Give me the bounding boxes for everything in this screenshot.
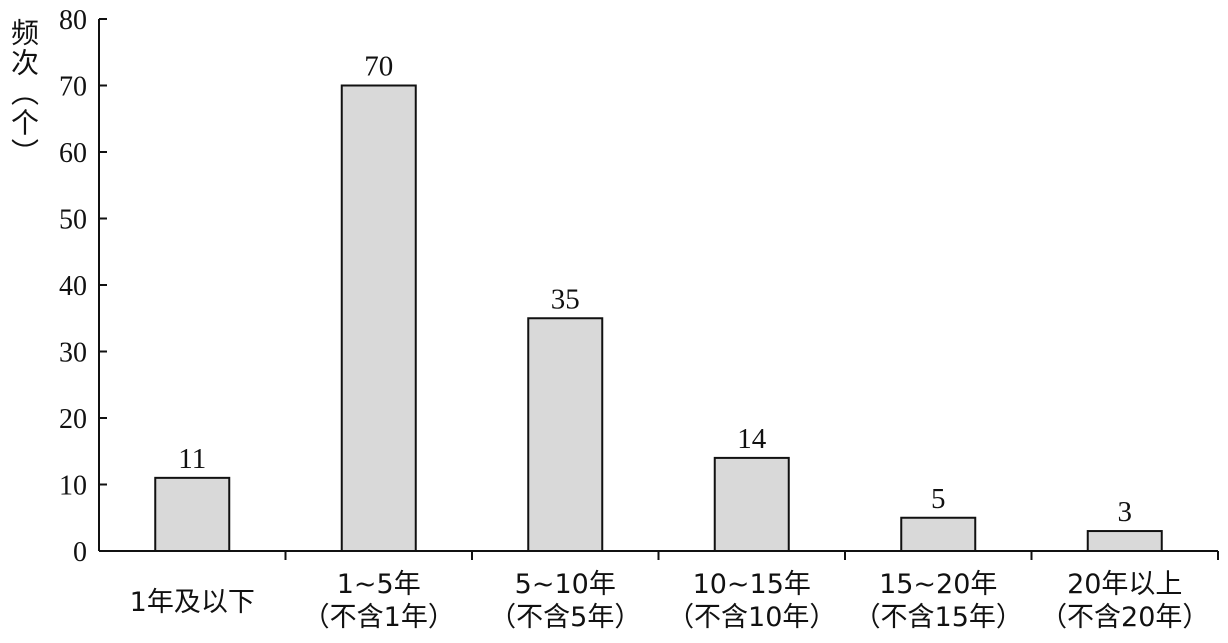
y-tick-label: 20: [59, 404, 87, 435]
bar: [900, 516, 977, 552]
data-label: 11: [178, 443, 206, 475]
y-tick-label: 80: [59, 5, 87, 36]
y-tick-label: 50: [59, 205, 87, 236]
x-category-label: （不含20年）: [1040, 602, 1209, 633]
bar: [713, 456, 790, 552]
x-category-label: （不含15年）: [854, 602, 1023, 633]
x-category-label: 1年及以下: [130, 587, 255, 618]
x-category-label: 10~15年: [693, 569, 811, 600]
y-tick-label: 10: [59, 471, 87, 502]
y-tick-label: 60: [59, 138, 87, 169]
x-category-label: 15~20年: [879, 569, 997, 600]
data-label: 14: [737, 423, 767, 455]
x-category-label: （不含5年）: [489, 602, 641, 633]
x-category-label: 5~10年: [515, 569, 616, 600]
x-category-label: （不含1年）: [303, 602, 455, 633]
data-label: 35: [551, 283, 580, 315]
y-tick-label: 70: [59, 72, 87, 103]
bar: [154, 476, 231, 553]
bar: [340, 84, 417, 552]
y-tick-label: 40: [59, 271, 87, 302]
bar: [527, 317, 604, 552]
y-axis-label: 频次（个）: [7, 18, 40, 168]
x-category-label: （不含10年）: [667, 602, 836, 633]
x-category-label: 20年以上: [1067, 569, 1182, 600]
bar: [1086, 530, 1163, 552]
y-tick-label: 30: [59, 338, 87, 369]
y-tick-label: 0: [73, 537, 87, 568]
data-label: 70: [364, 51, 393, 83]
data-label: 5: [931, 483, 946, 515]
data-label: 3: [1118, 496, 1133, 528]
x-category-label: 1~5年: [337, 569, 421, 600]
